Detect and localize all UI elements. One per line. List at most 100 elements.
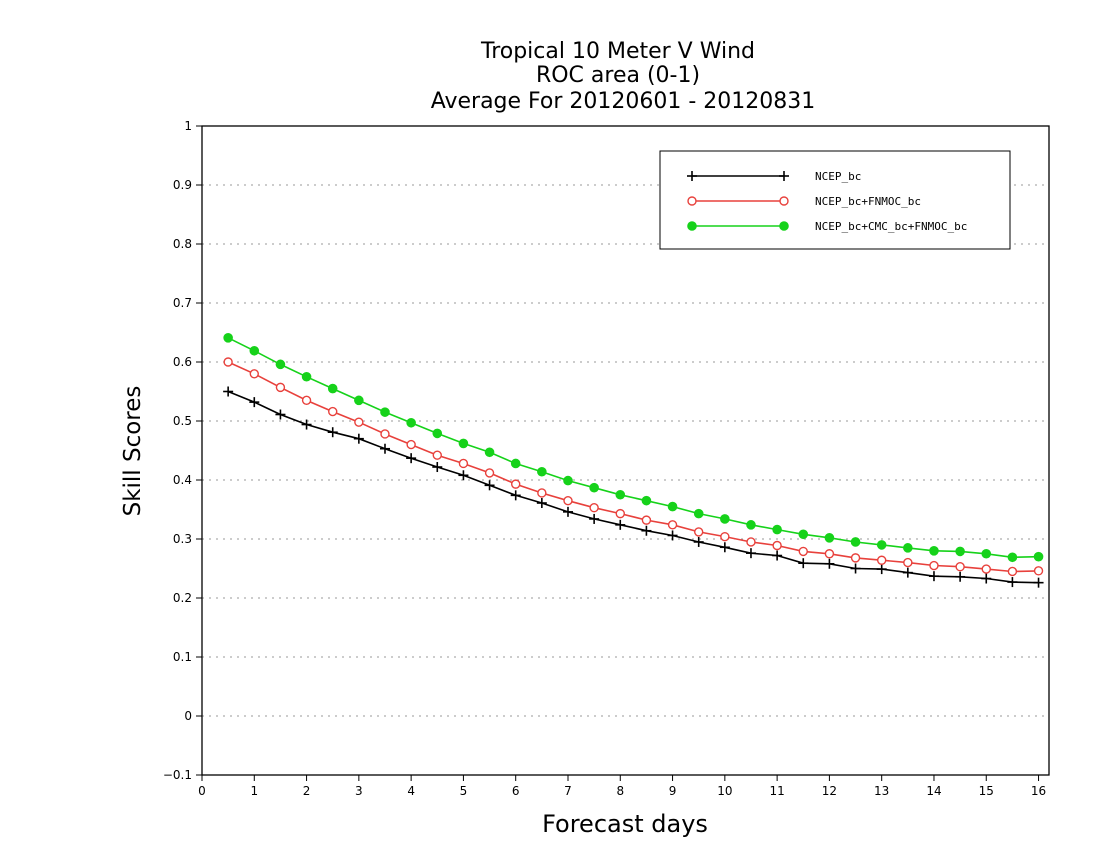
legend-label: NCEP_bc — [815, 170, 861, 183]
data-point — [876, 564, 887, 575]
data-point — [955, 546, 965, 557]
data-point — [536, 498, 547, 509]
data-point — [380, 407, 390, 417]
data-point — [510, 458, 521, 469]
data-point — [850, 563, 861, 574]
legend-entry: NCEP_bc+FNMOC_bc — [687, 195, 921, 208]
data-point — [667, 520, 678, 530]
y-tick-label: 0.8 — [173, 237, 192, 251]
data-point — [563, 475, 573, 486]
y-tick-label: 0.2 — [173, 591, 192, 605]
data-point — [327, 383, 338, 394]
data-point — [301, 419, 312, 430]
x-tick-label: 6 — [512, 784, 520, 798]
data-point — [719, 542, 730, 553]
data-point — [249, 369, 259, 379]
y-tick-label: 0.7 — [173, 296, 192, 310]
legend: NCEP_bc NCEP_bc+FNMOC_bc NCEP_bc+CMC_bc+FN… — [659, 150, 1011, 250]
data-point — [850, 553, 861, 563]
data-point — [249, 345, 260, 356]
data-point — [353, 433, 364, 444]
data-point — [772, 540, 782, 551]
x-tick-label: 10 — [717, 784, 732, 798]
data-point — [929, 560, 939, 571]
data-point — [275, 382, 286, 393]
data-point — [223, 386, 234, 397]
x-tick-label: 15 — [979, 784, 994, 798]
data-point — [798, 558, 809, 569]
y-axis-label: Skill Scores — [120, 386, 146, 517]
legend-label: NCEP_bc+FNMOC_bc — [815, 195, 921, 208]
data-point — [779, 221, 789, 231]
data-point — [615, 489, 626, 500]
data-point — [589, 503, 599, 513]
data-point — [746, 537, 756, 547]
data-point — [687, 221, 697, 231]
data-point — [406, 439, 416, 450]
data-point — [1033, 577, 1044, 588]
data-point — [484, 480, 495, 491]
data-point — [903, 543, 913, 553]
y-axis: −0.1 0 0.1 0.2 0.3 0.4 0.5 0.6 0.7 0.8 0.9 1 — [163, 119, 202, 782]
data-point — [641, 515, 652, 525]
chart-title-line-1: Tropical 10 Meter V Wind — [480, 39, 755, 64]
data-point — [981, 573, 992, 584]
data-point — [223, 357, 233, 367]
data-point — [537, 488, 547, 498]
series-1 — [223, 386, 1044, 588]
y-tick-label: 0.3 — [173, 532, 192, 546]
series-3 — [223, 333, 1044, 563]
x-tick-label: 4 — [407, 784, 415, 798]
x-tick-label: 7 — [564, 784, 572, 798]
series-line — [227, 361, 1039, 573]
data-point — [902, 567, 913, 578]
data-point — [693, 536, 704, 547]
data-point — [458, 438, 469, 449]
x-tick-label: 14 — [926, 784, 941, 798]
data-point — [458, 458, 469, 469]
data-point — [432, 450, 442, 460]
legend-entry: NCEP_bc+CMC_bc+FNMOC_bc — [687, 220, 967, 233]
data-point — [406, 453, 417, 464]
data-point — [687, 171, 697, 181]
data-point — [772, 524, 782, 535]
data-point — [537, 466, 547, 477]
series-line — [227, 390, 1039, 584]
x-tick-label: 1 — [250, 784, 258, 798]
data-point — [301, 371, 312, 382]
data-point — [850, 537, 861, 547]
x-axis-label: Forecast days — [542, 810, 708, 838]
y-tick-label: 0.5 — [173, 414, 192, 428]
data-point — [328, 406, 338, 417]
data-point — [824, 549, 835, 559]
data-point — [903, 557, 913, 568]
chart-title-line-3: Average For 20120601 - 20120831 — [431, 89, 816, 114]
data-point — [615, 508, 625, 519]
data-point — [1033, 566, 1044, 576]
data-point — [563, 495, 573, 506]
data-point — [1007, 577, 1018, 588]
data-point — [589, 482, 599, 493]
data-point — [406, 417, 416, 428]
data-point — [779, 196, 789, 206]
x-tick-label: 0 — [198, 784, 206, 798]
legend-box — [659, 150, 1011, 250]
x-tick-label: 13 — [874, 784, 889, 798]
data-point — [510, 490, 521, 501]
data-point — [354, 417, 364, 427]
data-point — [876, 555, 887, 565]
data-point — [1007, 566, 1018, 577]
data-point — [511, 479, 521, 489]
x-tick-label: 2 — [303, 784, 311, 798]
data-point — [929, 546, 939, 556]
y-tick-label: 0.9 — [173, 178, 192, 192]
x-tick-label: 11 — [769, 784, 784, 798]
data-point — [484, 447, 495, 458]
data-point — [327, 427, 338, 438]
data-point — [641, 525, 652, 536]
data-point — [955, 571, 966, 582]
x-tick-label: 12 — [822, 784, 837, 798]
x-tick-label: 5 — [460, 784, 468, 798]
data-point — [746, 520, 756, 530]
